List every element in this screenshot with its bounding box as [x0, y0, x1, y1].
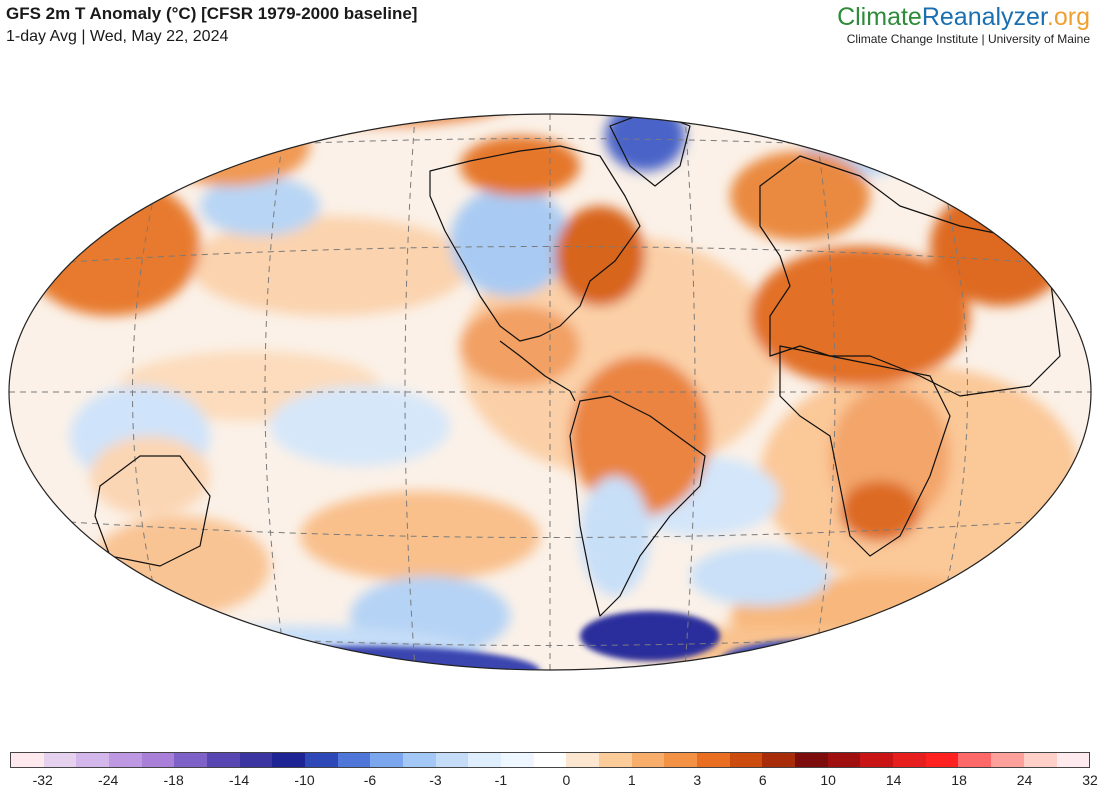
colorbar-segment	[501, 753, 534, 767]
colorbar-segment	[533, 753, 567, 767]
colorbar-segment	[1023, 753, 1057, 767]
colorbar-tick-label: -6	[363, 772, 377, 788]
colorbar-tick-label: 1	[627, 772, 636, 788]
colorbar	[10, 752, 1090, 768]
colorbar-segment	[239, 753, 273, 767]
site-logo[interactable]: ClimateReanalyzer.org	[837, 3, 1090, 31]
colorbar-segment	[860, 753, 894, 767]
colorbar-segment	[76, 753, 110, 767]
colorbar-tick-label: 18	[951, 772, 967, 788]
colorbar-tick-label: 3	[693, 772, 702, 788]
colorbar-segment	[566, 753, 600, 767]
colorbar-segment	[925, 753, 959, 767]
colorbar-segment	[337, 753, 371, 767]
colorbar-tick-label: -3	[429, 772, 442, 788]
colorbar-segment	[468, 753, 502, 767]
colorbar-segment	[435, 753, 469, 767]
colorbar-segment	[11, 753, 44, 767]
colorbar-segment	[109, 753, 142, 767]
colorbar-segment	[664, 753, 698, 767]
colorbar-tick-label: -14	[228, 772, 250, 788]
colorbar-segment	[174, 753, 208, 767]
colorbar-segment	[991, 753, 1024, 767]
colorbar-tick-label: 14	[885, 772, 902, 788]
colorbar-segment	[827, 753, 861, 767]
colorbar-tick-label: 6	[758, 772, 767, 788]
map-title: GFS 2m T Anomaly (°C) [CFSR 1979-2000 ba…	[6, 4, 418, 23]
colorbar-segment	[729, 753, 763, 767]
colorbar-segment	[207, 753, 240, 767]
colorbar-segment	[599, 753, 632, 767]
colorbar-segment	[403, 753, 436, 767]
colorbar-segment	[305, 753, 338, 767]
colorbar-segment	[1056, 753, 1090, 767]
colorbar-tick-label: -18	[163, 772, 184, 788]
colorbar-tick-label: -32	[32, 772, 53, 788]
institution-text: Climate Change Institute | University of…	[846, 32, 1090, 46]
globe-outline	[8, 113, 1092, 671]
anomaly-map	[8, 113, 1092, 671]
coastlines	[94, 114, 1061, 617]
colorbar-segment	[370, 753, 404, 767]
colorbar-segment	[631, 753, 665, 767]
colorbar-segment	[43, 753, 77, 767]
colorbar-tick-label: 10	[820, 772, 836, 788]
brand-block: ClimateReanalyzer.org Climate Change Ins…	[837, 2, 1090, 46]
colorbar-tick-label: 24	[1016, 772, 1033, 788]
colorbar-tick-label: -10	[294, 772, 315, 788]
colorbar-segment	[893, 753, 926, 767]
colorbar-tick-label: 0	[562, 772, 571, 788]
colorbar-segment	[141, 753, 175, 767]
colorbar-tick-label: -1	[494, 772, 508, 788]
colorbar-segment	[795, 753, 828, 767]
map-subtitle: 1-day Avg | Wed, May 22, 2024	[6, 28, 229, 45]
colorbar-segment	[272, 753, 306, 767]
colorbar-segment	[762, 753, 796, 767]
colorbar-segment	[697, 753, 730, 767]
colorbar-tick-label: -24	[98, 772, 119, 788]
colorbar-segment	[958, 753, 992, 767]
colorbar-tick-label: 32	[1082, 772, 1098, 788]
colorbar-labels: -32 -24 -18 -14 -10 -6 -3 -1 0 1 3 6 10 14 18 24 32	[10, 772, 1098, 792]
